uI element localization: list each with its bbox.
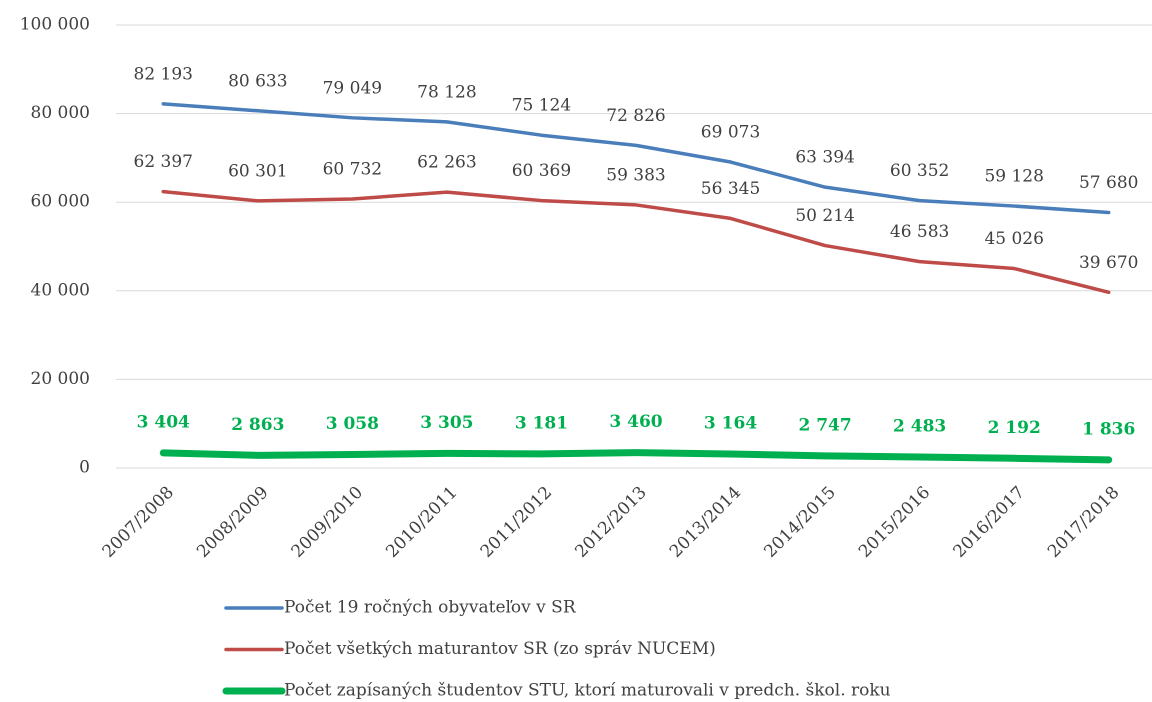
data-label: 69 073 (701, 123, 760, 143)
x-tick-label: 2013/2014 (666, 483, 745, 562)
data-label: 63 394 (795, 148, 854, 168)
data-label: 45 026 (984, 229, 1043, 249)
data-label: 3 305 (420, 413, 473, 433)
data-label: 82 193 (134, 64, 193, 84)
y-tick-label: 80 000 (31, 103, 90, 123)
data-label: 62 263 (417, 153, 476, 173)
x-tick-label: 2009/2010 (288, 483, 367, 562)
y-tick-label: 40 000 (31, 280, 90, 300)
x-tick-label: 2012/2013 (571, 483, 650, 562)
data-label: 60 301 (228, 161, 287, 181)
data-label: 60 732 (323, 159, 382, 179)
data-label: 56 345 (701, 179, 760, 199)
data-label: 1 836 (1082, 419, 1135, 439)
y-tick-label: 0 (79, 458, 90, 478)
data-label: 75 124 (512, 96, 571, 116)
x-tick-label: 2015/2016 (855, 483, 934, 562)
data-label: 78 128 (417, 82, 476, 102)
x-tick-label: 2010/2011 (382, 483, 461, 562)
x-tick-label: 2016/2017 (950, 483, 1029, 562)
data-label: 50 214 (795, 206, 854, 226)
x-tick-label: 2008/2009 (193, 483, 272, 562)
legend-label: Počet zapísaných študentov STU, ktorí ma… (284, 681, 891, 701)
data-label: 3 058 (326, 414, 379, 434)
data-label: 2 863 (231, 415, 284, 435)
data-label: 3 460 (609, 412, 662, 432)
data-label: 59 128 (984, 167, 1043, 187)
y-tick-label: 20 000 (31, 369, 90, 389)
x-tick-label: 2017/2018 (1044, 483, 1123, 562)
x-tick-label: 2014/2015 (760, 483, 839, 562)
data-label: 2 192 (988, 418, 1041, 438)
series-line (161, 102, 1111, 215)
legend-label: Počet 19 ročných obyvateľov v SR (284, 598, 577, 618)
data-label: 72 826 (606, 106, 665, 126)
x-tick-label: 2007/2008 (99, 483, 178, 562)
data-label: 2 483 (893, 417, 946, 437)
y-tick-label: 60 000 (31, 192, 90, 212)
data-label: 59 383 (606, 165, 665, 185)
data-label: 57 680 (1079, 173, 1138, 193)
series-line (161, 189, 1111, 295)
data-label: 80 633 (228, 71, 287, 91)
data-label: 3 404 (137, 412, 190, 432)
x-tick-label: 2011/2012 (477, 483, 556, 562)
series-line (159, 449, 1113, 464)
legend-label: Počet všetkých maturantov SR (zo správ N… (284, 639, 716, 659)
data-label: 3 181 (515, 413, 568, 433)
data-label: 46 583 (890, 222, 949, 242)
data-label: 60 369 (512, 161, 571, 181)
y-tick-label: 100 000 (20, 15, 90, 35)
data-label: 62 397 (134, 152, 193, 172)
data-label: 60 352 (890, 161, 949, 181)
data-label: 2 747 (798, 415, 851, 435)
data-label: 3 164 (704, 413, 757, 433)
data-label: 79 049 (323, 78, 382, 98)
data-label: 39 670 (1079, 253, 1138, 273)
